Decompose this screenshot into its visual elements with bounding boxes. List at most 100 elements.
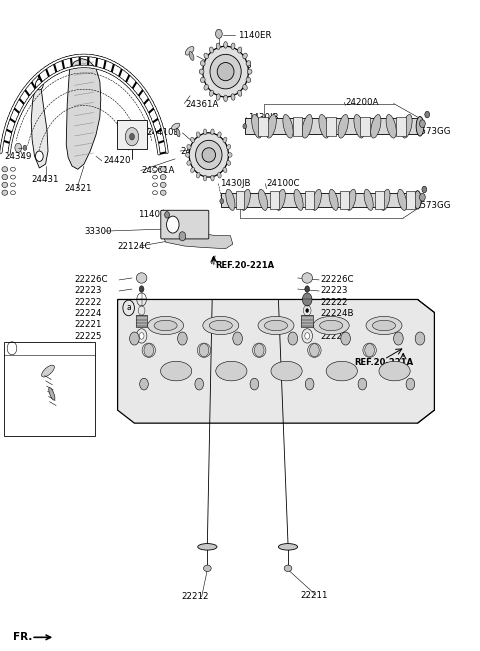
Text: 22223: 22223 — [321, 286, 348, 296]
Circle shape — [288, 332, 298, 345]
Ellipse shape — [198, 544, 217, 550]
Ellipse shape — [2, 182, 8, 187]
Circle shape — [195, 378, 204, 390]
Text: a: a — [10, 344, 14, 353]
Circle shape — [394, 332, 403, 345]
Ellipse shape — [313, 316, 349, 335]
Text: 22224: 22224 — [74, 309, 102, 318]
Ellipse shape — [196, 141, 222, 169]
Ellipse shape — [204, 85, 208, 90]
FancyBboxPatch shape — [360, 117, 370, 136]
Circle shape — [310, 344, 319, 357]
Ellipse shape — [227, 145, 231, 149]
Ellipse shape — [354, 115, 364, 138]
Ellipse shape — [136, 273, 147, 283]
Ellipse shape — [363, 343, 376, 357]
Ellipse shape — [228, 152, 232, 158]
Ellipse shape — [11, 175, 15, 179]
Text: 24100C: 24100C — [266, 179, 300, 188]
Ellipse shape — [201, 61, 205, 66]
Polygon shape — [66, 59, 101, 169]
Ellipse shape — [48, 387, 55, 400]
Ellipse shape — [302, 115, 312, 138]
Text: 22226C: 22226C — [321, 275, 354, 284]
Circle shape — [365, 344, 374, 357]
FancyBboxPatch shape — [396, 117, 406, 136]
Text: 22225: 22225 — [321, 332, 348, 341]
Text: 24361A: 24361A — [142, 166, 175, 175]
Ellipse shape — [2, 190, 8, 195]
Ellipse shape — [11, 183, 15, 187]
Ellipse shape — [223, 137, 227, 143]
Ellipse shape — [209, 90, 214, 96]
Ellipse shape — [416, 117, 424, 136]
Text: a: a — [170, 220, 175, 229]
Circle shape — [178, 332, 187, 345]
Ellipse shape — [371, 115, 381, 138]
FancyBboxPatch shape — [258, 117, 268, 136]
Text: 33300: 33300 — [84, 227, 111, 236]
Text: a: a — [126, 303, 131, 312]
FancyBboxPatch shape — [161, 210, 209, 239]
Ellipse shape — [217, 132, 221, 137]
Circle shape — [425, 111, 430, 118]
Text: 22225: 22225 — [74, 332, 102, 341]
Circle shape — [305, 378, 314, 390]
Circle shape — [130, 332, 139, 345]
Circle shape — [167, 216, 179, 233]
Circle shape — [420, 120, 425, 128]
Circle shape — [415, 332, 425, 345]
Text: 22222: 22222 — [321, 298, 348, 307]
Text: 24361A: 24361A — [185, 100, 219, 109]
Text: 1573GG: 1573GG — [415, 127, 451, 136]
Ellipse shape — [197, 343, 211, 357]
Ellipse shape — [246, 61, 251, 66]
Ellipse shape — [372, 320, 396, 331]
Ellipse shape — [224, 42, 228, 48]
Ellipse shape — [216, 361, 247, 381]
Ellipse shape — [153, 167, 157, 171]
Circle shape — [305, 286, 310, 292]
Ellipse shape — [223, 167, 227, 173]
Ellipse shape — [217, 173, 221, 178]
FancyBboxPatch shape — [136, 315, 147, 327]
Circle shape — [199, 344, 209, 357]
Ellipse shape — [379, 361, 410, 381]
Ellipse shape — [210, 55, 241, 89]
Ellipse shape — [196, 132, 200, 137]
Ellipse shape — [160, 190, 166, 195]
Circle shape — [216, 29, 222, 38]
Ellipse shape — [191, 167, 194, 173]
Text: 24350: 24350 — [180, 146, 208, 156]
Ellipse shape — [203, 316, 239, 335]
Circle shape — [144, 344, 154, 357]
Ellipse shape — [381, 189, 390, 210]
Text: 24200A: 24200A — [346, 98, 379, 107]
Circle shape — [15, 143, 22, 152]
Circle shape — [165, 212, 169, 218]
FancyBboxPatch shape — [293, 117, 302, 136]
Ellipse shape — [402, 115, 412, 138]
Text: REF.20-221A: REF.20-221A — [215, 261, 274, 270]
Ellipse shape — [209, 47, 214, 53]
Text: 1573GG: 1573GG — [415, 201, 451, 210]
FancyBboxPatch shape — [270, 191, 279, 209]
Ellipse shape — [185, 152, 190, 158]
Circle shape — [233, 332, 242, 345]
Ellipse shape — [231, 43, 235, 49]
Ellipse shape — [258, 189, 268, 210]
Ellipse shape — [338, 115, 348, 138]
Text: 24410B: 24410B — [146, 128, 180, 137]
Ellipse shape — [264, 320, 288, 331]
Ellipse shape — [185, 46, 194, 55]
Text: 22224B: 22224B — [321, 309, 354, 318]
FancyBboxPatch shape — [117, 120, 147, 149]
Ellipse shape — [329, 189, 338, 210]
Ellipse shape — [271, 361, 302, 381]
Circle shape — [302, 293, 312, 306]
Circle shape — [36, 151, 43, 161]
Text: 21516A: 21516A — [19, 358, 53, 367]
Ellipse shape — [204, 175, 207, 181]
Text: 24349: 24349 — [5, 152, 32, 161]
Ellipse shape — [153, 175, 157, 179]
